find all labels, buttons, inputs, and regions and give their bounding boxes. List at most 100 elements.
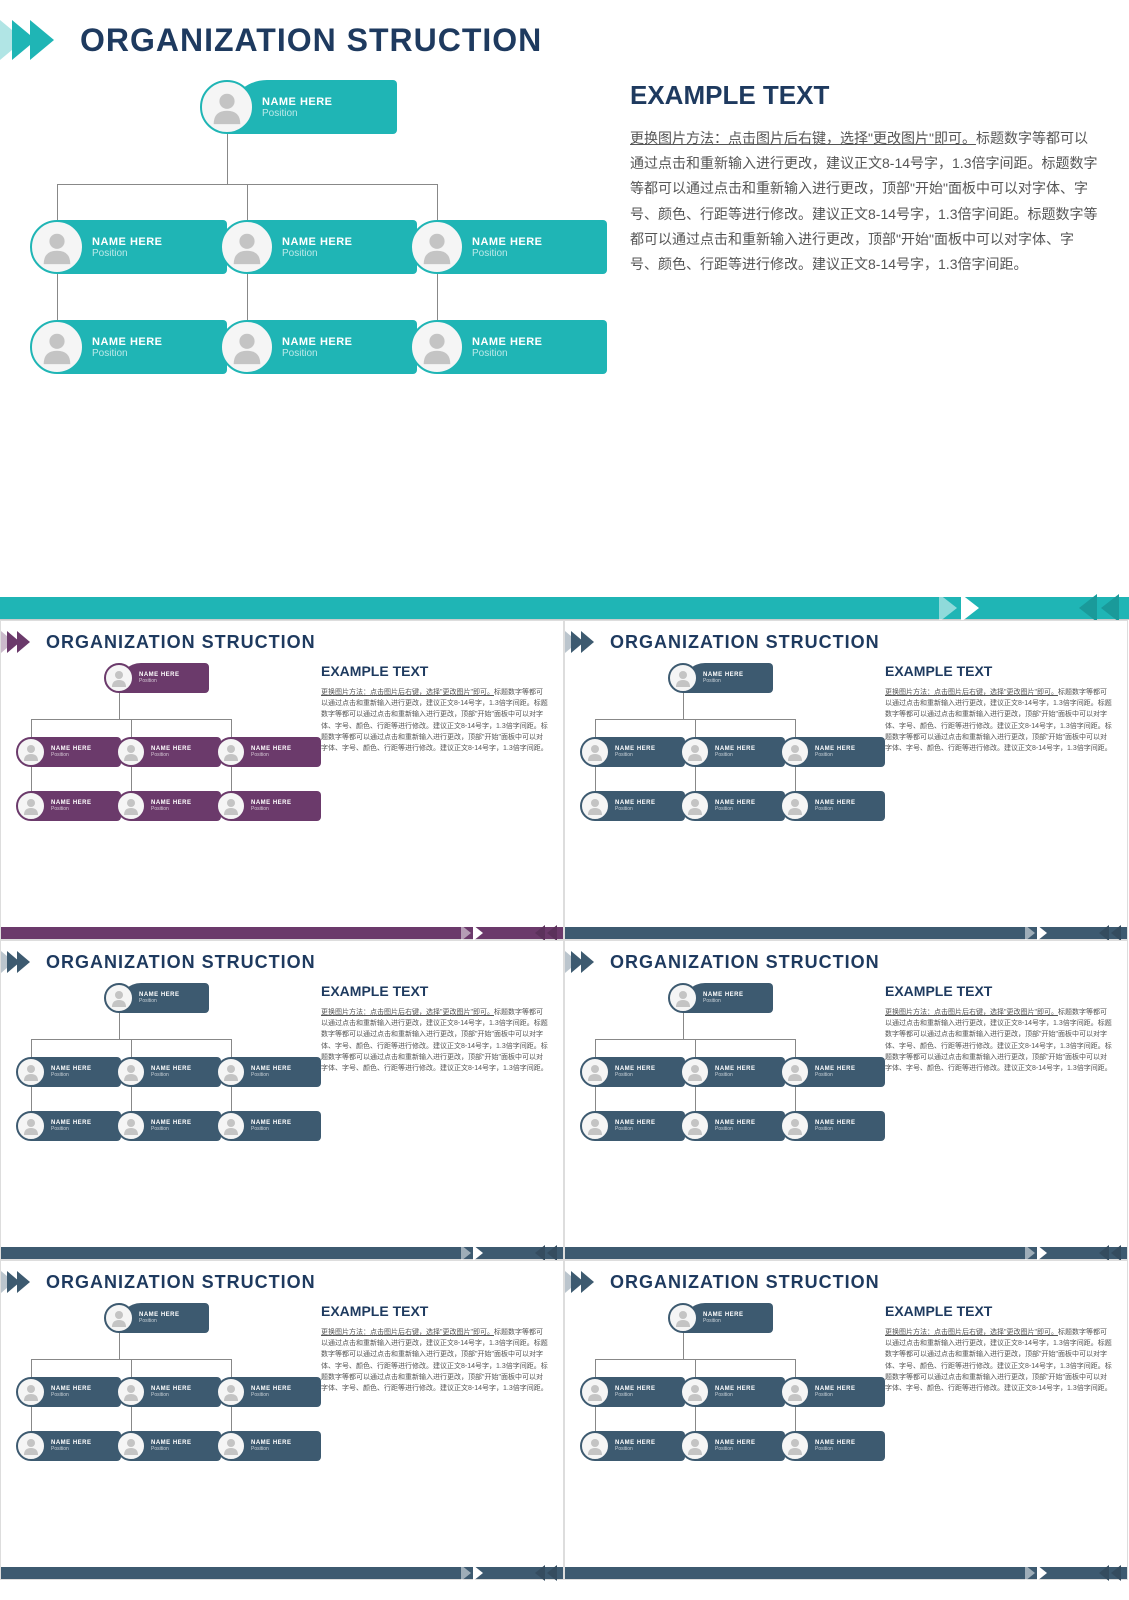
example-body: 更换图片方法：点击图片后右键，选择"更改图片"即可。标题数字等都可以通过点击和重… [885,1007,1112,1074]
org-node-root: NAME HEREPosition [104,983,209,1013]
avatar-icon [680,737,710,767]
example-underlined: 更换图片方法：点击图片后右键，选择"更改图片"即可。 [321,689,494,696]
avatar-icon [116,1377,146,1407]
org-node: NAME HEREPosition [680,1431,785,1461]
connector-line [695,719,696,737]
slide-title: ORGANIZATION STRUCTION [610,632,880,653]
connector-line [695,1039,696,1057]
node-position: Position [703,678,763,684]
org-node: NAME HEREPosition [16,1057,121,1087]
node-position: Position [815,1392,875,1398]
example-title: EXAMPLE TEXT [885,663,1112,679]
node-name: NAME HERE [472,336,587,348]
avatar-icon [680,1057,710,1087]
node-position: Position [151,1392,211,1398]
footer-chevron-left-icon [535,925,545,941]
org-node: NAME HEREPosition [216,1111,321,1141]
example-title: EXAMPLE TEXT [321,663,548,679]
node-position: Position [51,752,111,758]
slide-title: ORGANIZATION STRUCTION [46,632,316,653]
footer-chevron-left-icon [535,1245,545,1261]
avatar-icon [216,791,246,821]
node-position: Position [715,1126,775,1132]
avatar-icon [16,791,46,821]
connector-line [795,767,796,791]
connector-line [231,1039,232,1057]
avatar-icon [104,663,134,693]
footer-chevron-right-icon [473,925,483,941]
footer-chevron-left-icon [1099,1565,1109,1581]
avatar-icon [216,1057,246,1087]
node-position: Position [615,1446,675,1452]
example-underlined: 更换图片方法：点击图片后右键，选择"更改图片"即可。 [321,1329,494,1336]
org-node: NAME HEREPosition [580,1431,685,1461]
connector-line [119,1013,120,1039]
footer-chevron-left-icon [1099,925,1109,941]
node-position: Position [51,1072,111,1078]
content-area: NAME HEREPositionNAME HEREPositionNAME H… [1,1303,563,1503]
slide-header: ORGANIZATION STRUCTION [565,941,1127,983]
node-position: Position [703,998,763,1004]
footer-chevron-left-icon [547,1245,557,1261]
example-text-area: EXAMPLE TEXT更换图片方法：点击图片后右键，选择"更改图片"即可。标题… [630,80,1099,460]
org-node: NAME HEREPosition [30,320,227,374]
footer-bar [1,1567,563,1579]
org-node: NAME HEREPosition [580,737,685,767]
node-name: NAME HERE [262,96,377,108]
connector-line [231,1359,232,1377]
connector-line [595,1039,596,1057]
footer-chevron-right-icon [473,1565,483,1581]
slide-header: ORGANIZATION STRUCTION [0,0,1129,80]
example-text-area: EXAMPLE TEXT更换图片方法：点击图片后右键，选择"更改图片"即可。标题… [885,1303,1112,1503]
footer-bar [565,1567,1127,1579]
node-position: Position [815,1446,875,1452]
footer-bar [1,927,563,939]
node-position: Position [139,1318,199,1324]
footer-chevron-right-icon [1037,925,1047,941]
avatar-icon [30,320,84,374]
org-chart: NAME HEREPositionNAME HEREPositionNAME H… [30,80,590,460]
footer-chevron-right-icon [961,594,979,622]
connector-line [795,1039,796,1057]
avatar-icon [410,320,464,374]
avatar-icon [680,1377,710,1407]
connector-line [31,1087,32,1111]
avatar-icon [680,791,710,821]
thumb-slide: ORGANIZATION STRUCTIONNAME HEREPositionN… [0,940,564,1260]
example-text-area: EXAMPLE TEXT更换图片方法：点击图片后右键，选择"更改图片"即可。标题… [321,663,548,863]
connector-line [119,693,120,719]
connector-line [683,1333,684,1359]
node-name: NAME HERE [472,236,587,248]
footer-chevron-right-icon [1025,1565,1035,1581]
connector-line [231,719,232,737]
footer-chevron-left-icon [1111,1245,1121,1261]
node-position: Position [251,1446,311,1452]
org-node-root: NAME HEREPosition [200,80,397,134]
org-node: NAME HEREPosition [16,1377,121,1407]
footer-bar [0,597,1129,619]
slide-title: ORGANIZATION STRUCTION [80,22,542,59]
avatar-icon [30,220,84,274]
footer-chevron-right-icon [1025,1245,1035,1261]
example-body: 更换图片方法：点击图片后右键，选择"更改图片"即可。标题数字等都可以通过点击和重… [630,126,1099,277]
slide-title: ORGANIZATION STRUCTION [46,1272,316,1293]
avatar-icon [16,737,46,767]
connector-line [795,1359,796,1377]
avatar-icon [580,1111,610,1141]
node-name: NAME HERE [282,236,397,248]
example-body-text: 标题数字等都可以通过点击和重新输入进行更改，建议正文8-14号字，1.3倍字间距… [885,1009,1112,1072]
avatar-icon [410,220,464,274]
avatar-icon [216,1431,246,1461]
footer-chevron-left-icon [1099,1245,1109,1261]
avatar-icon [680,1431,710,1461]
connector-line [437,184,438,220]
node-name: NAME HERE [92,336,207,348]
avatar-icon [216,1111,246,1141]
org-node-root: NAME HEREPosition [668,663,773,693]
example-underlined: 更换图片方法：点击图片后右键，选择"更改图片"即可。 [885,1329,1058,1336]
example-title: EXAMPLE TEXT [885,1303,1112,1319]
avatar-icon [200,80,254,134]
connector-line [683,693,684,719]
example-body-text: 标题数字等都可以通过点击和重新输入进行更改，建议正文8-14号字，1.3倍字间距… [321,1009,548,1072]
footer-chevron-right-icon [461,1245,471,1261]
